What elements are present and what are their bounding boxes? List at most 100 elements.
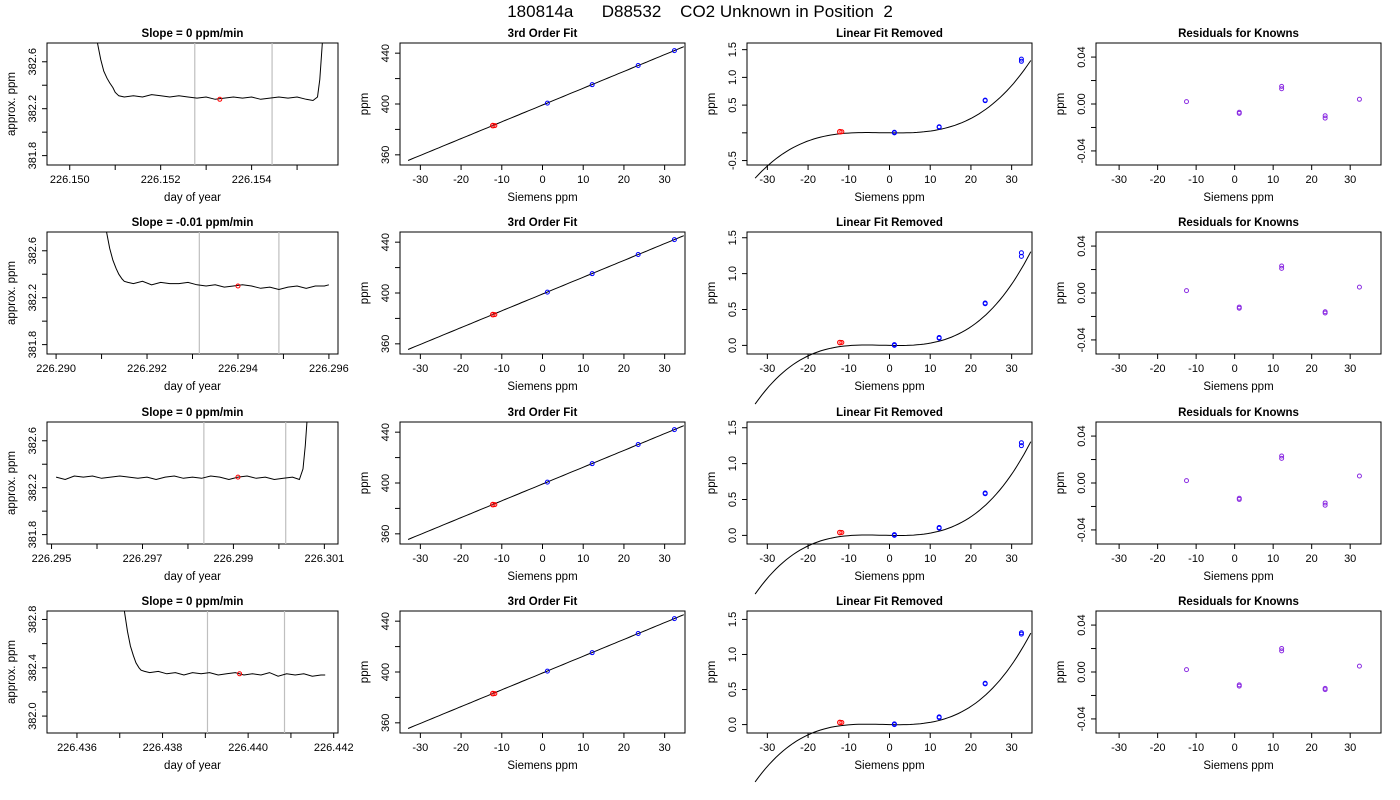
panel-title: 3rd Order Fit [508,28,578,40]
x-tick-label: 10 [1267,363,1279,375]
residual-point [1322,687,1328,693]
x-tick-label: -30 [759,363,775,375]
x-tick-label: 20 [1306,363,1318,375]
x-axis-label: Siemens ppm [1203,571,1273,583]
unknown-sample-point [492,691,498,697]
known-standard-point [891,342,897,348]
x-tick-label: 30 [1006,553,1018,565]
x-tick-label: -20 [453,553,469,565]
x-tick-label: -30 [1111,553,1127,565]
residual-point [1236,683,1242,689]
x-tick-label: -20 [800,174,816,186]
y-tick-label: 440 [380,423,392,441]
y-tick-label: 382.6 [27,48,39,76]
x-tick-label: 226.295 [32,553,72,565]
unknown-sample-point [492,312,498,318]
panel-title: Residuals for Knowns [1178,596,1299,608]
y-tick-label: 381.8 [27,331,39,359]
y-tick-label: 0.0 [727,717,739,732]
x-tick-label: 10 [1267,174,1279,186]
x-tick-label: -30 [412,174,428,186]
x-tick-label: -10 [841,174,857,186]
unknown-sample-point [492,123,498,129]
y-tick-label: 382.2 [27,474,39,502]
x-tick-label: 20 [1306,742,1318,754]
x-tick-label: 226.150 [50,174,90,186]
known-standard-point [671,427,677,433]
x-tick-label: 20 [965,174,977,186]
concentration-trace [123,611,326,677]
unknown-sample-point [490,122,496,129]
residual-point [1279,453,1285,459]
residual-point [1279,455,1285,461]
x-tick-label: 226.299 [214,553,254,565]
plot-frame [1095,610,1382,734]
y-tick-label: 0.04 [1076,235,1088,256]
x-tick-label: 10 [1267,742,1279,754]
x-tick-label: -20 [1150,742,1166,754]
x-tick-label: 30 [1006,742,1018,754]
x-axis-label: day of year [164,381,221,393]
residual-point [1236,305,1242,311]
panel-title: 3rd Order Fit [508,217,578,229]
y-tick-label: 360 [380,146,392,164]
unknown-sample-point [837,529,843,536]
x-tick-label: 226.154 [232,174,272,186]
y-tick-label: 400 [380,95,392,113]
y-tick-label: 0.5 [727,682,739,697]
average-marker [217,96,223,102]
y-tick-label: 0.00 [1076,661,1088,682]
x-axis-label: day of year [164,571,221,583]
y-tick-label: 440 [380,44,392,62]
panel-title: Slope = 0 ppm/min [142,596,244,608]
unknown-sample-point [839,719,845,725]
x-tick-label: 0 [1232,742,1238,754]
x-tick-label: 0 [539,174,545,186]
known-standard-point [544,289,550,295]
fit-curve [407,46,684,161]
plot-frame [1095,421,1382,545]
x-tick-label: 10 [577,742,589,754]
plot-frame [746,610,1033,734]
y-tick-label: 0.04 [1076,425,1088,446]
y-tick-label: 400 [380,474,392,492]
x-tick-label: -10 [494,553,510,565]
x-tick-label: 10 [924,363,936,375]
x-tick-label: 30 [1344,174,1356,186]
plot-frame [399,42,686,166]
residual-point [1236,110,1242,116]
known-standard-point [635,251,641,257]
known-standard-point [982,680,988,686]
x-axis-label: Siemens ppm [854,760,924,772]
y-tick-label: 440 [380,233,392,251]
x-tick-label: 0 [1232,363,1238,375]
x-tick-label: -30 [759,553,775,565]
y-tick-label: 382.8 [27,606,39,634]
x-tick-label: 0 [539,742,545,754]
x-axis-label: Siemens ppm [854,192,924,204]
x-tick-label: 226.301 [304,553,344,565]
known-standard-point [589,82,595,88]
panel-title: Linear Fit Removed [836,596,943,608]
x-tick-label: -20 [453,174,469,186]
average-marker [237,671,243,677]
x-tick-label: -30 [1111,174,1127,186]
x-axis-label: Siemens ppm [507,192,577,204]
y-tick-label: 1.5 [727,420,739,435]
known-standard-point [671,48,677,54]
y-tick-label: 1.0 [727,647,739,662]
x-axis-label: Siemens ppm [854,571,924,583]
x-axis-label: Siemens ppm [507,760,577,772]
x-tick-label: 30 [1344,363,1356,375]
y-axis-label: ppm [706,661,718,683]
x-tick-label: 0 [1232,174,1238,186]
x-tick-label: 0 [886,742,892,754]
x-tick-label: -10 [1188,363,1204,375]
x-tick-label: 0 [1232,553,1238,565]
y-axis-label: approx. ppm [6,72,18,136]
x-tick-label: 226.292 [127,363,167,375]
x-axis-label: Siemens ppm [507,571,577,583]
x-tick-label: 20 [965,553,977,565]
fit-curve [754,60,1032,179]
plot-frame [46,610,339,734]
